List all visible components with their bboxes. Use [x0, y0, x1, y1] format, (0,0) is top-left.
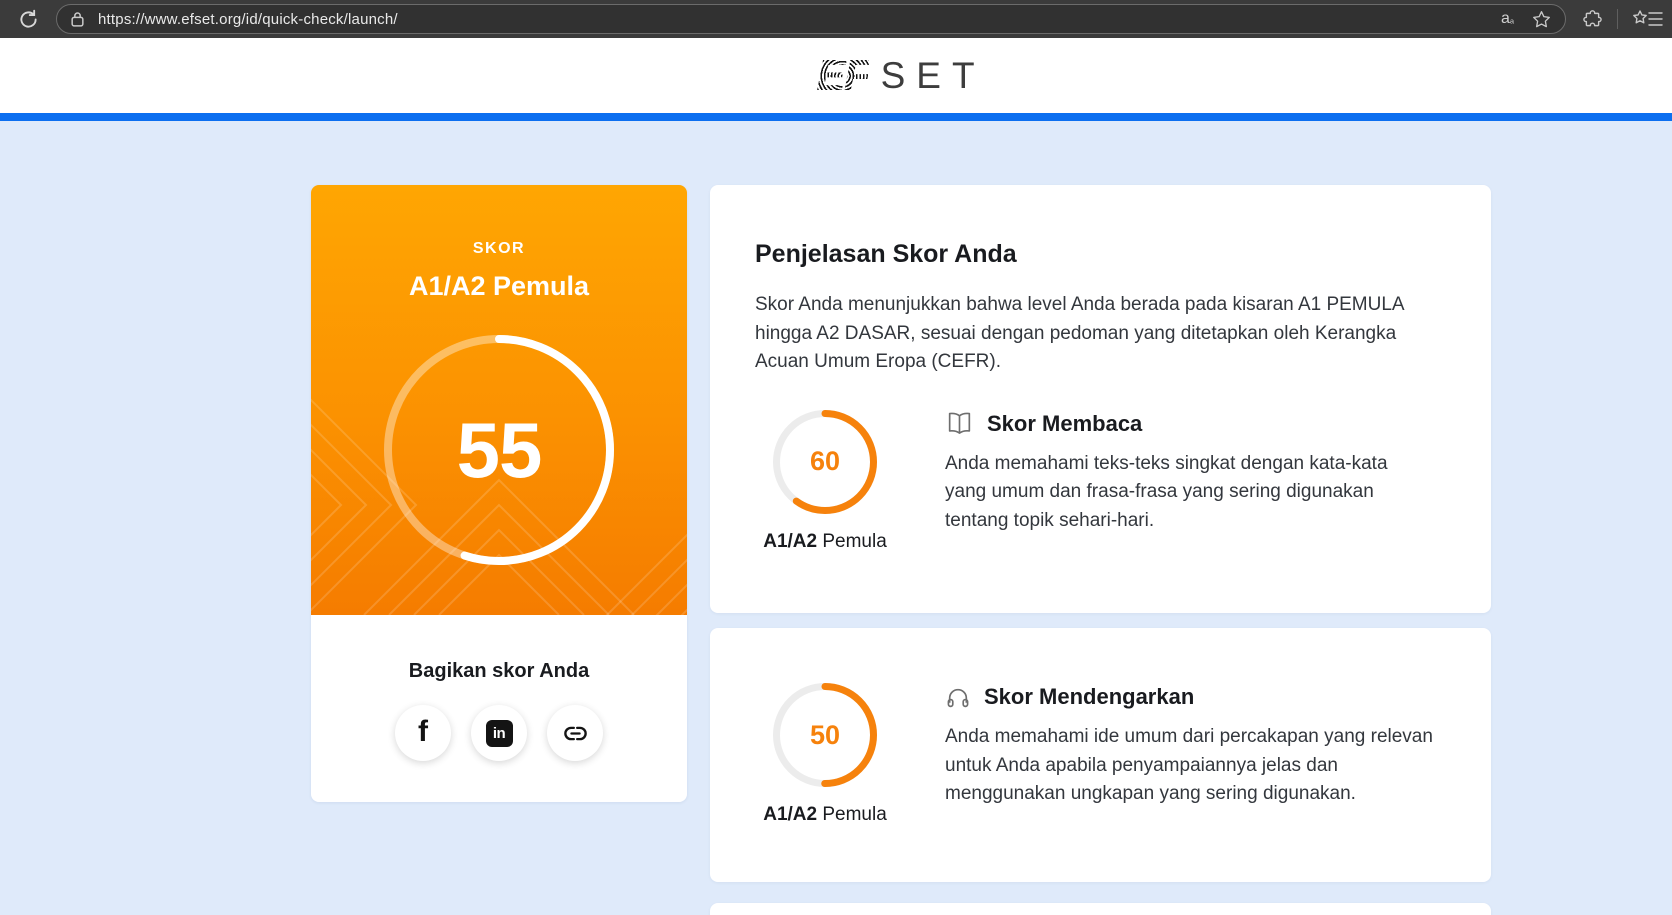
- explanation-card: Penjelasan Skor Anda Skor Anda menunjukk…: [710, 185, 1491, 613]
- listening-skill-row: 50 A1/A2 Pemula: [755, 680, 1441, 826]
- score-hero: SKOR A1/A2 Pemula 55: [311, 185, 687, 615]
- refresh-icon: [18, 9, 39, 30]
- favorite-star-icon[interactable]: [1532, 10, 1551, 29]
- ef-mark-icon: EF: [816, 50, 870, 100]
- efset-logo[interactable]: EF SET: [816, 50, 986, 100]
- reading-score-value: 60: [809, 446, 841, 476]
- link-icon: [562, 720, 589, 747]
- translate-icon[interactable]: aₐ: [1501, 10, 1514, 27]
- copy-link-button[interactable]: [547, 705, 603, 761]
- next-card-sliver: [710, 903, 1491, 915]
- accent-bar: [0, 113, 1672, 121]
- linkedin-icon: in: [485, 719, 513, 747]
- facebook-icon: f: [418, 715, 428, 748]
- book-icon: [945, 411, 974, 436]
- url-text[interactable]: https://www.efset.org/id/quick-check/lau…: [98, 10, 398, 28]
- listening-score-ring: 50: [770, 680, 880, 790]
- reading-score-ring: 60: [770, 407, 880, 517]
- explanation-title: Penjelasan Skor Anda: [755, 240, 1017, 268]
- toolbar-divider: [1617, 9, 1618, 29]
- results-page: SKOR A1/A2 Pemula 55 Bagikan skor Anda f: [0, 121, 1672, 915]
- reading-level-label: A1/A2 Pemula: [763, 530, 887, 552]
- share-box: Bagikan skor Anda f in: [311, 615, 687, 802]
- headphones-icon: [945, 685, 971, 710]
- address-bar[interactable]: https://www.efset.org/id/quick-check/lau…: [56, 4, 1566, 34]
- score-card: SKOR A1/A2 Pemula 55 Bagikan skor Anda f: [311, 185, 687, 802]
- reading-skill-row: 60 A1/A2 Pemula: [755, 407, 1441, 553]
- browser-toolbar: https://www.efset.org/id/quick-check/lau…: [0, 0, 1672, 38]
- share-title: Bagikan skor Anda: [408, 660, 590, 682]
- overall-score-value: 55: [456, 405, 543, 494]
- overall-score-ring: 55: [384, 335, 614, 565]
- score-details-column: Penjelasan Skor Anda Skor Anda menunjukk…: [710, 185, 1491, 915]
- listening-score-value: 50: [809, 719, 841, 750]
- listening-title: Skor Mendengarkan: [984, 684, 1195, 709]
- listening-level-label: A1/A2 Pemula: [763, 804, 887, 825]
- favorites-bar-icon[interactable]: [1632, 9, 1666, 29]
- score-level: A1/A2 Pemula: [408, 271, 590, 301]
- lock-icon: [71, 11, 84, 27]
- reading-description: Anda memahami teks-teks singkat dengan k…: [945, 452, 1388, 531]
- explanation-body: Skor Anda menunjukkan bahwa level Anda b…: [755, 294, 1404, 372]
- chevron-pattern: [311, 398, 687, 615]
- site-header: EF SET: [0, 38, 1672, 113]
- score-kicker: SKOR: [472, 240, 526, 257]
- share-linkedin-button[interactable]: in: [471, 705, 527, 761]
- listening-card: 50 A1/A2 Pemula: [710, 628, 1491, 882]
- extensions-icon[interactable]: [1582, 9, 1603, 30]
- listening-description: Anda memahami ide umum dari percakapan y…: [945, 726, 1433, 804]
- share-facebook-button[interactable]: f: [395, 705, 451, 761]
- refresh-button[interactable]: [10, 3, 46, 35]
- reading-title: Skor Membaca: [987, 410, 1143, 436]
- logo-set-text: SET: [880, 55, 986, 96]
